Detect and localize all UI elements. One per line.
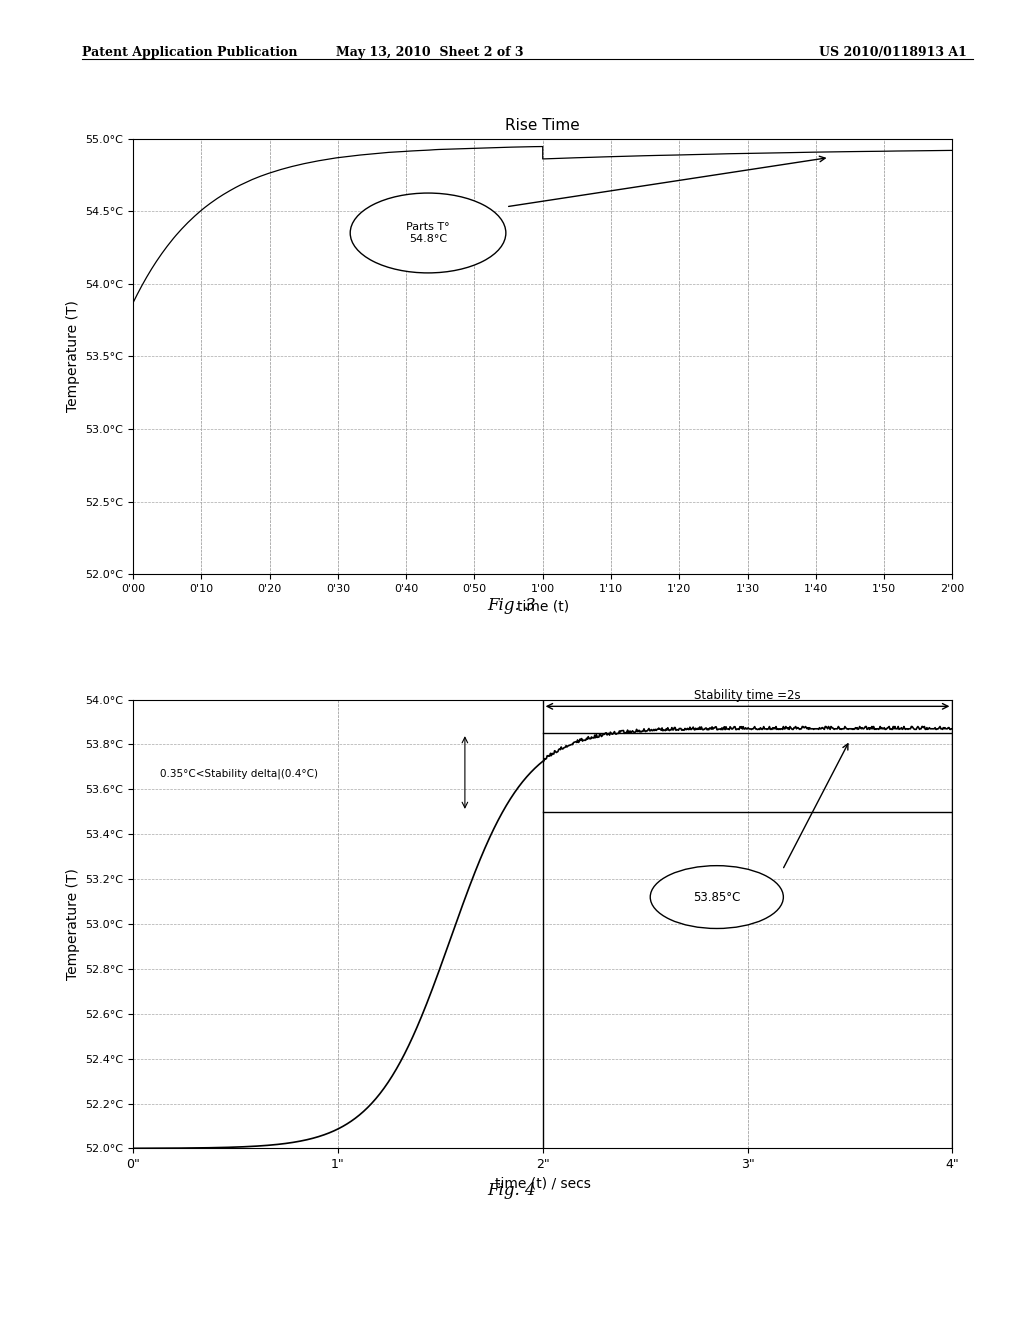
Ellipse shape: [350, 193, 506, 273]
Text: May 13, 2010  Sheet 2 of 3: May 13, 2010 Sheet 2 of 3: [336, 46, 524, 59]
Text: Parts T°
54.8°C: Parts T° 54.8°C: [407, 222, 450, 244]
Y-axis label: Temperature (T): Temperature (T): [66, 301, 80, 412]
Text: Fig. 4: Fig. 4: [487, 1181, 537, 1199]
Ellipse shape: [650, 866, 783, 928]
Text: 53.85°C: 53.85°C: [693, 891, 740, 904]
X-axis label: time (t) / secs: time (t) / secs: [495, 1176, 591, 1191]
Text: Fig. 3: Fig. 3: [487, 597, 537, 614]
Text: US 2010/0118913 A1: US 2010/0118913 A1: [819, 46, 967, 59]
Text: 0.35°C<Stability delta|(0.4°C): 0.35°C<Stability delta|(0.4°C): [160, 768, 317, 779]
Title: Rise Time: Rise Time: [506, 119, 580, 133]
Y-axis label: Temperature (T): Temperature (T): [66, 869, 80, 979]
Text: Patent Application Publication: Patent Application Publication: [82, 46, 297, 59]
X-axis label: time (t): time (t): [517, 599, 568, 614]
Text: Stability time =2s: Stability time =2s: [694, 689, 801, 702]
